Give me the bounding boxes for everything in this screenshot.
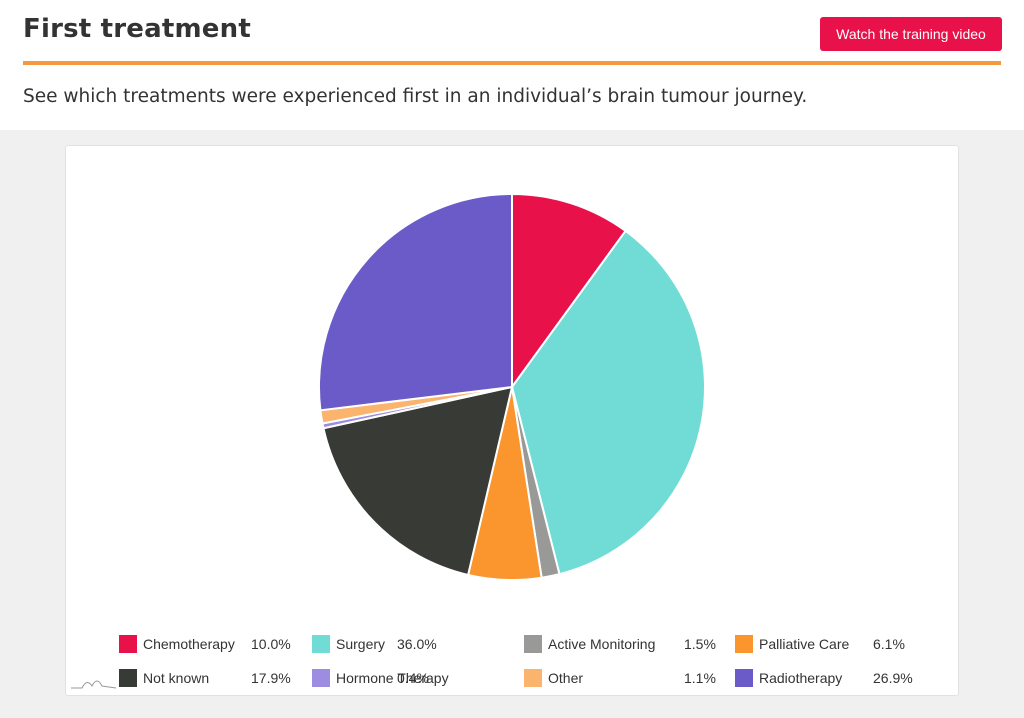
pie-chart [318,193,706,581]
legend-item-hormone-therapy[interactable]: Hormone Therapy 0.4% [312,669,512,687]
legend-value: 17.9% [251,670,291,686]
legend-swatch [524,669,542,687]
legend-value: 36.0% [397,636,437,652]
legend-swatch [524,635,542,653]
legend-item-other[interactable]: Other 1.1% [524,669,724,687]
header-area: First treatment Watch the training video… [0,0,1024,130]
legend-item-radiotherapy[interactable]: Radiotherapy 26.9% [735,669,935,687]
legend-label: Surgery [336,636,386,652]
header-divider [23,61,1001,65]
sparkline-logo-icon [71,680,117,689]
legend-value: 26.9% [873,670,913,686]
pie-slice-surgery[interactable] [511,229,706,576]
watch-training-video-button[interactable]: Watch the training video [820,17,1002,51]
chart-card: Chemotherapy 10.0% Surgery 36.0% Active Moni… [65,145,959,696]
legend-label: Radiotherapy [759,670,843,686]
legend-value: 1.5% [684,636,716,652]
legend-value: 10.0% [251,636,291,652]
legend-swatch [119,669,137,687]
legend-label: Active Monitoring [548,636,656,652]
legend-label: Other [548,670,584,686]
legend-label: Not known [143,670,210,686]
legend-label: Palliative Care [759,636,850,652]
legend-swatch [735,635,753,653]
legend-swatch [119,635,137,653]
legend-swatch [312,635,330,653]
legend-swatch [735,669,753,687]
legend-item-surgery[interactable]: Surgery 36.0% [312,635,512,653]
pie-slice-chemotherapy[interactable] [511,193,627,388]
legend-item-not-known[interactable]: Not known 17.9% [119,669,319,687]
legend-label: Chemotherapy [143,636,235,652]
legend-item-chemotherapy[interactable]: Chemotherapy 10.0% [119,635,319,653]
page-title: First treatment [23,14,251,44]
legend-item-active-monitoring[interactable]: Active Monitoring 1.5% [524,635,724,653]
pie-slice-radiotherapy[interactable] [318,193,513,412]
legend-item-palliative-care[interactable]: Palliative Care 6.1% [735,635,935,653]
legend-label: Hormone Therapy [336,670,449,686]
page-subtitle: See which treatments were experienced fi… [23,86,808,107]
pie-slice-not-known[interactable] [322,386,513,576]
legend-value: 6.1% [873,636,905,652]
legend-value: 1.1% [684,670,716,686]
legend-value: 0.4% [397,670,429,686]
legend-swatch [312,669,330,687]
